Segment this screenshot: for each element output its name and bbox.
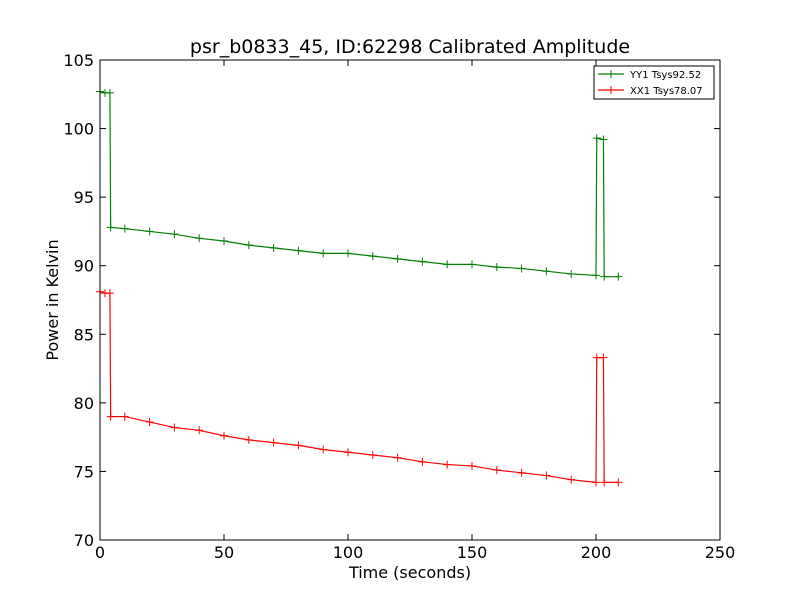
- data-point: [195, 426, 204, 435]
- series-layer: [96, 87, 623, 487]
- data-point: [567, 269, 576, 278]
- x-axis-label: Time (seconds): [348, 563, 471, 582]
- data-point: [600, 478, 609, 487]
- data-point: [344, 249, 352, 258]
- y-axis-label: Power in Kelvin: [43, 239, 62, 360]
- data-point: [170, 230, 179, 239]
- y-tick-label: 95: [74, 188, 94, 207]
- data-point: [418, 457, 427, 466]
- data-point: [106, 223, 115, 232]
- legend: YY1 Tsys92.52 XX1 Tsys78.07: [593, 65, 715, 100]
- y-tick-label: 90: [74, 257, 94, 276]
- data-point: [105, 88, 114, 97]
- y-tick-label: 80: [74, 394, 94, 413]
- data-point: [106, 412, 115, 421]
- legend-label: XX1 Tsys78.07: [630, 86, 703, 97]
- x-tick-label: 150: [457, 543, 488, 562]
- data-point: [592, 271, 600, 280]
- data-point: [195, 234, 204, 243]
- legend-box: [593, 65, 715, 100]
- data-point: [393, 453, 402, 462]
- ticks-layer: 0 50 100 150 200 250 70 75 80 85 90 95 100 105: [63, 51, 735, 562]
- data-point: [599, 353, 608, 362]
- data-point: [120, 412, 129, 421]
- data-point: [294, 246, 303, 255]
- data-point: [105, 289, 114, 298]
- data-point: [592, 134, 601, 143]
- data-point: [592, 353, 601, 362]
- data-point: [319, 249, 328, 258]
- y-tick-label: 75: [74, 462, 94, 481]
- data-point: [600, 272, 609, 281]
- data-point: [344, 448, 352, 457]
- data-point: [492, 466, 501, 475]
- data-point: [517, 264, 526, 273]
- y-tick-label: 85: [74, 325, 94, 344]
- x-tick-label: 250: [705, 543, 736, 562]
- chart-title: psr_b0833_45, ID:62298 Calibrated Amplit…: [190, 36, 630, 58]
- series-2: [96, 287, 623, 487]
- data-point: [170, 423, 179, 432]
- data-point: [269, 438, 278, 447]
- legend-marker: [607, 86, 615, 94]
- y-tick-label: 100: [63, 120, 94, 139]
- series-line: [99, 291, 619, 484]
- data-point: [244, 435, 253, 444]
- data-point: [567, 475, 576, 484]
- data-point: [145, 227, 154, 236]
- y-tick-label: 70: [74, 531, 94, 550]
- x-tick-label: 50: [214, 543, 234, 562]
- x-tick-label: 0: [95, 543, 105, 562]
- data-point: [517, 468, 526, 477]
- legend-item: XX1 Tsys78.07: [598, 86, 703, 97]
- data-point: [614, 478, 623, 487]
- data-point: [244, 241, 253, 250]
- data-point: [220, 237, 228, 246]
- series-line: [99, 90, 619, 278]
- data-point: [443, 260, 452, 269]
- data-point: [443, 460, 452, 469]
- legend-marker: [607, 70, 615, 78]
- data-point: [468, 461, 476, 470]
- data-point: [492, 263, 501, 272]
- data-point: [269, 243, 278, 252]
- data-point: [120, 224, 129, 233]
- y-tick-label: 105: [63, 51, 94, 70]
- legend-item: YY1 Tsys92.52: [598, 70, 701, 81]
- data-point: [599, 135, 608, 144]
- data-point: [368, 450, 377, 459]
- data-point: [368, 252, 377, 261]
- data-point: [393, 254, 402, 263]
- data-point: [614, 272, 623, 281]
- data-point: [468, 260, 476, 269]
- data-point: [542, 267, 551, 276]
- x-tick-label: 100: [333, 543, 364, 562]
- data-point: [542, 471, 551, 480]
- x-tick-label: 200: [581, 543, 612, 562]
- legend-label: YY1 Tsys92.52: [629, 70, 701, 81]
- data-point: [418, 257, 427, 266]
- axes-frame: [99, 59, 721, 541]
- data-point: [319, 445, 328, 454]
- data-point: [294, 441, 303, 450]
- data-point: [592, 478, 600, 487]
- data-point: [145, 418, 154, 427]
- data-point: [220, 431, 228, 440]
